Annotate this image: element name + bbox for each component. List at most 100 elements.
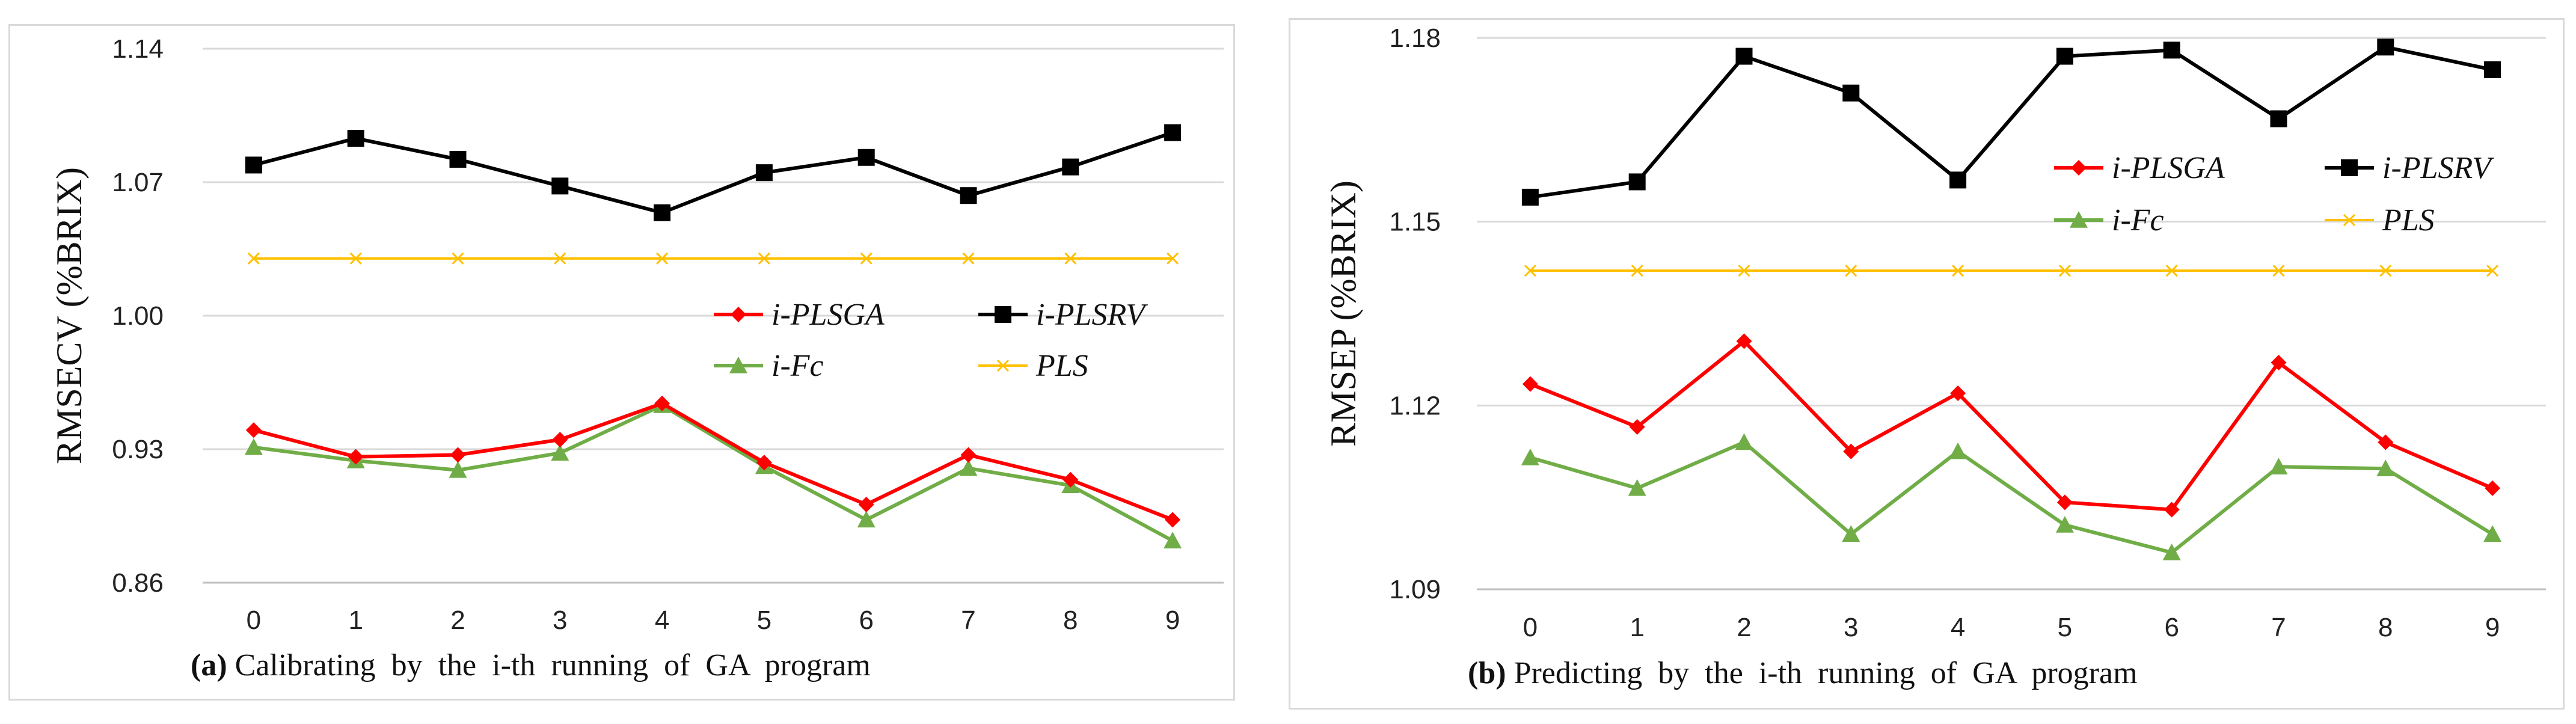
chart-a-data-point [962, 252, 975, 265]
chart-b-legend-label: i-PLSGA [2112, 151, 2225, 185]
chart-a-data-point [654, 395, 670, 411]
chart-a-data-point [857, 511, 876, 528]
chart-a-legend-label: i-Fc [771, 349, 824, 383]
chart-b-series-i-plsrv [1521, 38, 2501, 206]
chart-b-caption-text: Predicting by the i-th running of GA pro… [1506, 656, 2138, 690]
chart-a-xtick-label: 9 [1165, 606, 1180, 635]
chart-b-data-point [1735, 48, 1753, 65]
chart-a-xtick-label: 4 [655, 606, 669, 635]
chart-a-legend-item: i-PLSRV [978, 298, 1148, 332]
chart-b-series-line [1530, 45, 2493, 199]
chart-b-series-line [1529, 339, 2494, 512]
chart-a-legend-marker [995, 306, 1011, 323]
chart-a-data-point [656, 252, 669, 265]
chart-b-ytick-label: 1.18 [1389, 23, 1441, 53]
chart-b-legend-item: i-Fc [2054, 203, 2164, 238]
chart-b-data-point [2271, 355, 2287, 371]
chart-b-data-point [2162, 543, 2181, 560]
chart-b-legend-marker [2070, 211, 2088, 228]
chart-b-data-point [2270, 110, 2287, 127]
chart-a-ytick-label: 0.86 [112, 568, 164, 598]
chart-a-series-line [253, 130, 1174, 215]
chart-a-legend-label: i-PLSRV [1036, 298, 1148, 332]
chart-a-data-point [755, 164, 773, 182]
chart-b-legend-item: i-PLSRV [2325, 151, 2494, 185]
chart-a-legend-marker [996, 359, 1010, 372]
chart-b-caption-tag: (b) [1468, 656, 1506, 690]
chart-a-xtick-label: 7 [961, 606, 975, 635]
chart-b-data-point [1521, 188, 1539, 206]
chart-b-legend: i-PLSGA i-PLSRV i-Fc PLS [2054, 151, 2494, 238]
chart-b-legend-label: PLS [2382, 203, 2435, 238]
chart-a-data-point [959, 459, 978, 476]
chart-a-data-point [1062, 158, 1079, 176]
chart-a-xtick-label: 0 [247, 606, 261, 635]
chart-b-data-point [1842, 84, 1860, 102]
chart-b-data-point [2164, 502, 2180, 518]
chart-a-legend: i-PLSGA i-PLSRV i-Fc PLS [714, 298, 1148, 383]
chart-b-data-point [2056, 494, 2073, 511]
chart-b-series-i-plsga [1522, 333, 2501, 518]
chart-a-series-i-plsrv [245, 124, 1182, 221]
chart-a-data-point [347, 130, 364, 147]
chart-b-data-point [1738, 265, 1750, 277]
chart-b-gridlines [1477, 37, 2546, 591]
chart-b-data-point [2379, 265, 2392, 277]
chart-b-data-point [2163, 41, 2180, 59]
chart-b-xtick-label: 5 [2058, 613, 2072, 642]
chart-a-xtick-label: 5 [757, 606, 771, 635]
chart-b-svg: 1.09 1.12 1.15 1.18 0 1 2 3 4 5 6 7 8 9 RMSEP (%BRIX) i… [1323, 23, 2546, 690]
chart-b-data-point [2377, 38, 2394, 56]
chart-b-data-point [2269, 458, 2288, 474]
chart-b-data-point [2483, 525, 2502, 542]
chart-b-data-point [1628, 479, 1646, 496]
chart-b-data-point [1736, 333, 1752, 349]
chart-a-series-line [253, 401, 1174, 522]
chart-a-xtick-label: 8 [1063, 606, 1078, 635]
chart-a-data-point [1064, 252, 1077, 265]
chart-a-series-line [253, 403, 1174, 542]
chart-a-data-point [960, 187, 977, 204]
chart-a-ytick-label: 1.00 [112, 301, 164, 331]
chart-a-legend-item: PLS [978, 349, 1088, 383]
chart-a-series-pls [247, 252, 1179, 265]
chart-b-data-point [2485, 480, 2501, 496]
chart-b-data-point [1949, 171, 1967, 189]
chart-b-data-point [2376, 459, 2395, 477]
chart-a-data-point [245, 156, 262, 174]
chart-a-gridlines [203, 48, 1224, 584]
chart-b-data-point [1628, 173, 1646, 191]
chart-b-data-point [2058, 265, 2071, 277]
chart-b-data-point [2484, 61, 2501, 78]
chart-a-data-point [1167, 252, 1179, 265]
chart-b-data-point [1949, 442, 1967, 459]
chart-b-xtick-label: 3 [1844, 613, 1858, 642]
chart-a-ytick-label: 1.07 [112, 168, 164, 197]
chart-b-xtick-label: 9 [2485, 613, 2500, 642]
chart-a-xtick-label: 3 [553, 606, 567, 635]
chart-a-data-point [449, 461, 467, 478]
chart-b-xtick-label: 1 [1630, 613, 1644, 642]
chart-a-caption: (a) Calibrating by the i-th running of G… [191, 648, 871, 683]
chart-b-legend-label: i-PLSRV [2382, 151, 2494, 185]
chart-a-legend-item: i-Fc [714, 349, 824, 383]
chart-b-data-point [1735, 433, 1753, 450]
chart-a-data-point [554, 252, 566, 265]
chart-b-series-pls [1524, 265, 2499, 277]
chart-b-data-point [1521, 448, 1539, 465]
chart-b-legend-marker [2341, 159, 2358, 176]
chart-a-ytick-label: 1.14 [112, 34, 164, 64]
chart-b-data-point [1524, 265, 1536, 277]
chart-b-data-point [1845, 265, 1857, 277]
chart-b-data-point [1842, 525, 1860, 542]
chart-b-data-point [1950, 385, 1966, 401]
chart-b-data-point [2165, 265, 2178, 277]
chart-b-legend-marker [2343, 213, 2356, 227]
chart-a-legend-label: i-PLSGA [771, 298, 885, 332]
chart-a-data-point [860, 252, 872, 265]
chart-b-xtick-label: 0 [1523, 613, 1538, 642]
chart-a-xtick-label: 6 [859, 606, 873, 635]
chart-a-xtick-label: 2 [450, 606, 465, 635]
chart-a-data-point [551, 177, 569, 195]
chart-a-legend-label: PLS [1035, 349, 1088, 383]
